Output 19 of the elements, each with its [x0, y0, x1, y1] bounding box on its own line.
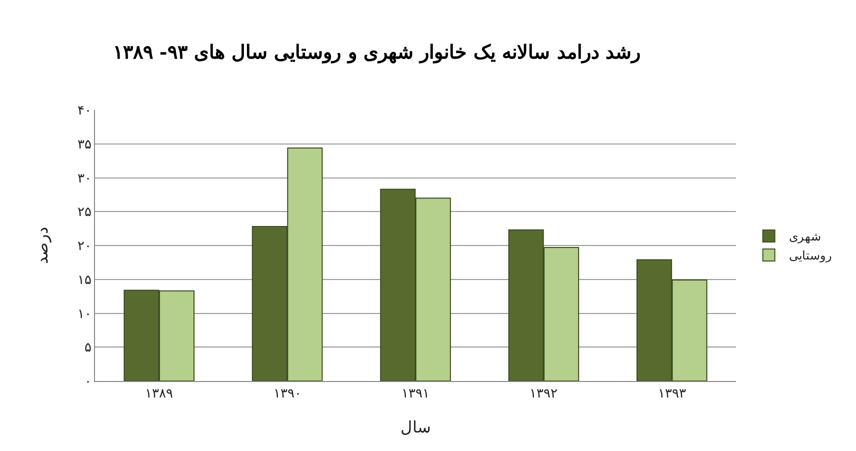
x-tick-label: ۱۳۹۰ — [273, 386, 302, 402]
legend-label: روستایی — [788, 248, 832, 263]
y-tick-label: ۱۵ — [77, 272, 92, 288]
y-tick-label: ۴۰ — [77, 104, 92, 119]
x-axis-title: سال — [400, 417, 430, 436]
y-tick-label: ۵ — [84, 340, 92, 356]
y-tick-label: ۳۵ — [77, 137, 92, 152]
y-axis-title: درصد — [32, 227, 52, 264]
y-tick-label: ۱۰ — [77, 306, 92, 322]
y-tick-label: ۲۰ — [77, 239, 92, 254]
chart-title: رشد درامد سالانه یک خانوار شهری و روستایی سال های ۹۳- ۱۳۸۹ — [112, 41, 640, 64]
x-tick-label: ۱۳۹۱ — [402, 386, 430, 402]
x-tick-label: ۱۳۹۲ — [530, 386, 558, 402]
y-tick-label: ۳۰ — [77, 171, 92, 186]
y-tick-label: ۲۵ — [77, 205, 92, 220]
legend-label: شهری — [788, 230, 821, 244]
y-tick-label: ۰ — [84, 374, 92, 390]
x-tick-label: ۱۳۸۹ — [145, 386, 174, 402]
x-tick-label: ۱۳۹۳ — [658, 386, 686, 402]
